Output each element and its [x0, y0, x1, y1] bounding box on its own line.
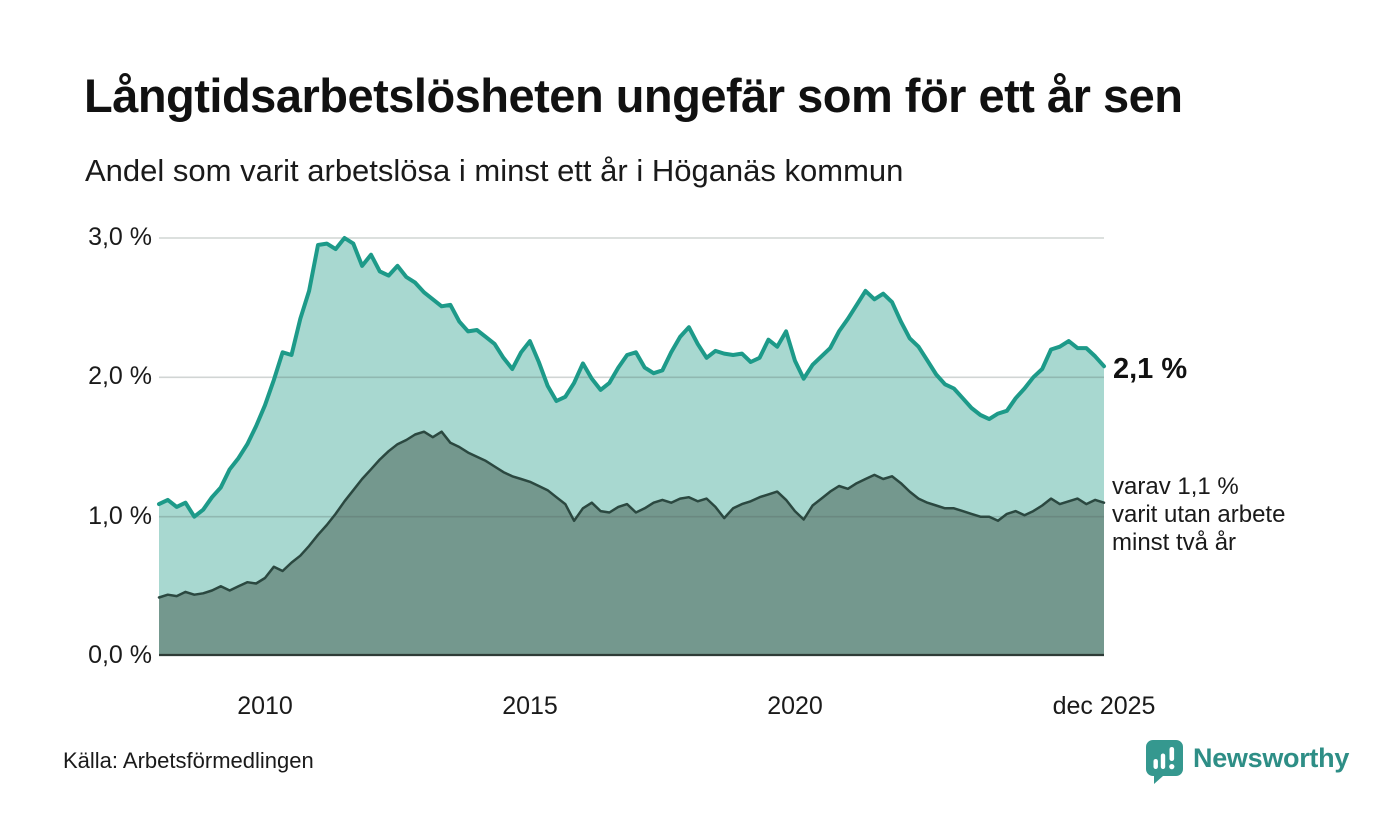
two-year-area-fill — [159, 431, 1104, 656]
y-tick-label: 0,0 % — [88, 641, 152, 669]
sub-annotation-line-2: varit utan arbete — [1112, 501, 1286, 528]
y-tick-label: 3,0 % — [88, 223, 152, 251]
x-tick-label: 2010 — [237, 692, 293, 720]
latest-value-annotation: 2,1 % — [1113, 353, 1188, 385]
chart-svg — [157, 236, 1106, 657]
total-line — [157, 236, 1106, 519]
y-tick-label: 1,0 % — [88, 501, 152, 530]
sub-annotation-line-1: varav 1,1 % — [1112, 473, 1239, 500]
x-tick-label: 2015 — [502, 692, 558, 720]
y-tick-label: 2,0 % — [88, 362, 152, 391]
sub-annotation-line-3: minst två år — [1112, 529, 1237, 556]
newsworthy-logo: Newsworthy — [1146, 740, 1349, 784]
newsworthy-logo-icon — [1146, 740, 1183, 789]
source-note: Källa: Arbetsförmedlingen — [63, 748, 314, 773]
two-year-line — [157, 430, 1106, 599]
x-tick-label: 2020 — [767, 692, 823, 720]
newsworthy-wordmark: Newsworthy — [1193, 743, 1350, 773]
page-title: Långtidsarbetslösheten ungefär som för e… — [84, 69, 1183, 122]
page-subtitle: Andel som varit arbetslösa i minst ett å… — [85, 153, 904, 188]
x-tick-label: dec 2025 — [1052, 692, 1156, 720]
sub-series-annotation: varav 1,1 % varit utan arbete minst två … — [1112, 473, 1285, 557]
